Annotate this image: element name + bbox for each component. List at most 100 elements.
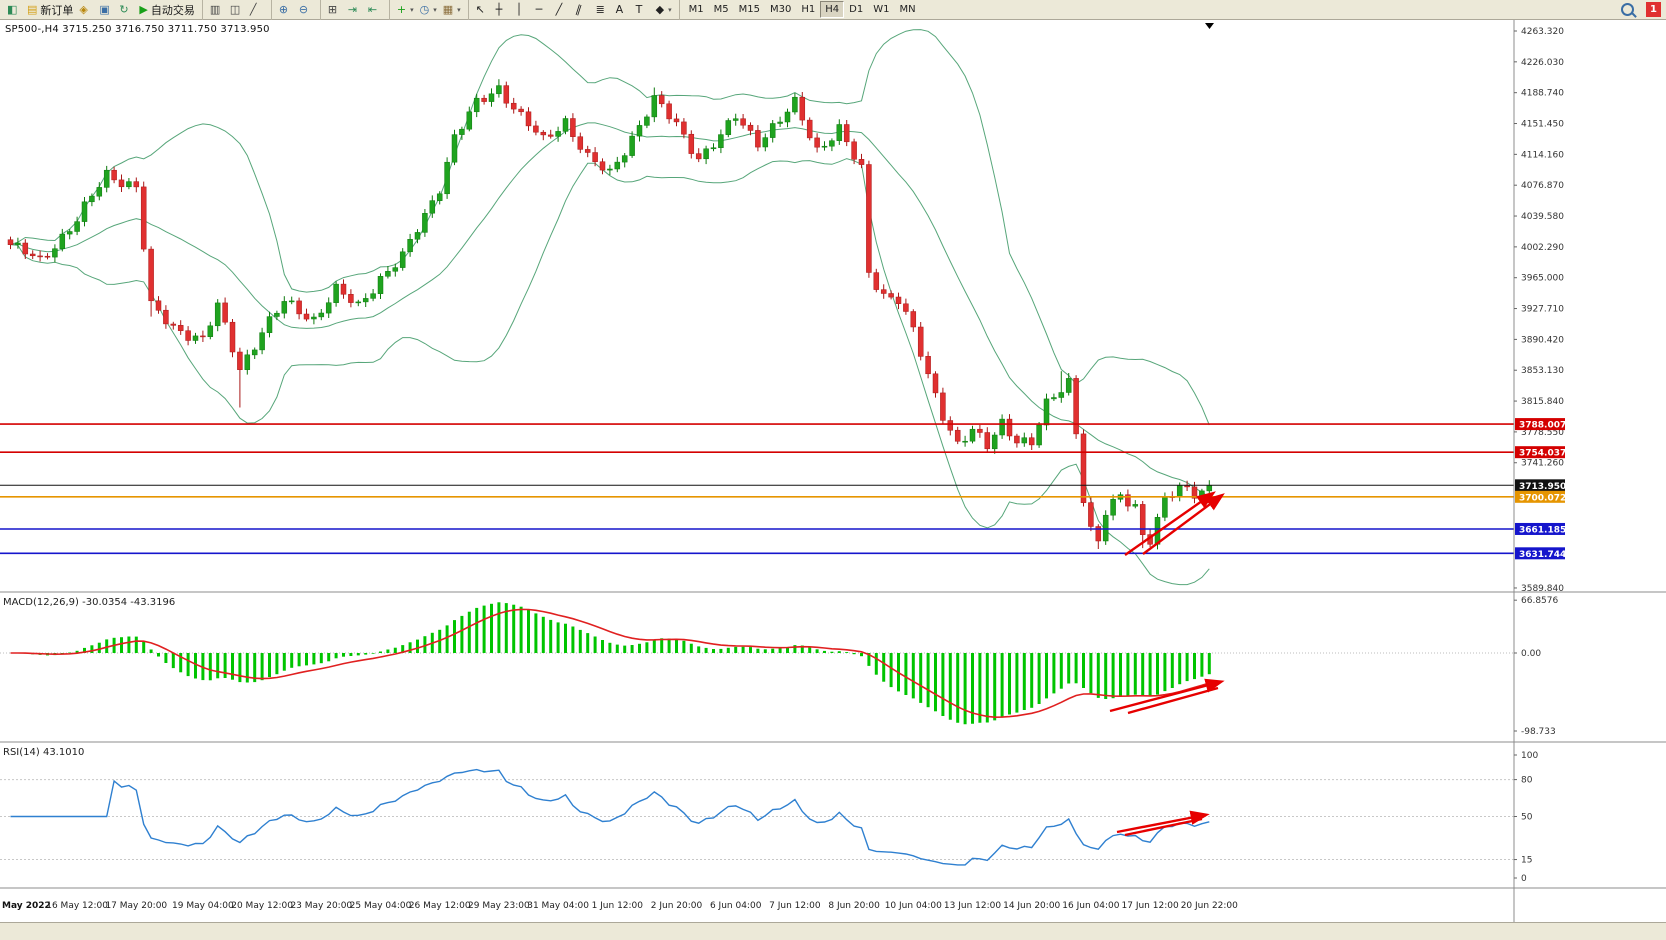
chart-shift-icon: ⇤: [367, 3, 378, 16]
timeframe-H4-button[interactable]: H4: [820, 1, 845, 18]
price-tick: 4114.160: [1521, 150, 1564, 160]
price-badge-3788.007: [1515, 418, 1565, 431]
search-icon: [1621, 3, 1634, 16]
label-button[interactable]: T: [633, 1, 653, 19]
price-badge-3713.950: [1515, 479, 1565, 492]
trend-arrow-rsi: [1116, 810, 1210, 834]
rsi-scale-tick: 100: [1521, 751, 1538, 761]
rsi-line: [10, 768, 1210, 866]
toolbar-group-objects: ↖ ┼ │ ─ ╱ ∥ ≣ A T ◆ ▾: [467, 0, 677, 20]
status-bar: [0, 922, 1666, 940]
svg-text:3700.072: 3700.072: [1519, 493, 1566, 503]
time-tick: 2 Jun 20:00: [651, 901, 703, 911]
new-order-icon: ▤: [27, 3, 38, 16]
rsi-scale-tick: 15: [1521, 856, 1532, 866]
bar-chart-button[interactable]: ▥: [207, 1, 227, 19]
line-chart-icon: ╱: [249, 3, 257, 16]
time-tick: 20 May 12:00: [231, 901, 293, 911]
trend-arrow-macd: [1109, 678, 1225, 713]
dropdown-arrow-icon: ▾: [410, 5, 414, 14]
tile-windows-button[interactable]: ⊞: [325, 1, 345, 19]
notification-badge[interactable]: 1: [1646, 2, 1661, 17]
macd-panel: [0, 602, 1514, 725]
toolbar-group-windows: ⊞ ⇥ ⇤: [319, 0, 387, 20]
toolbar-group-standard: ◧ ▤ 新订单 ◈ ▣ ↻ ▶ 自动交易: [2, 0, 200, 20]
label-icon: T: [635, 3, 643, 16]
new-order-button[interactable]: ▤ 新订单: [24, 1, 76, 19]
auto-scroll-button[interactable]: ⇥: [345, 1, 365, 19]
time-tick: 8 Jun 20:00: [828, 901, 880, 911]
time-tick: 29 May 23:00: [468, 901, 530, 911]
vertical-line-icon: │: [515, 3, 523, 16]
timeframe-M1-button[interactable]: M1: [684, 1, 709, 18]
time-tick: 19 May 04:00: [172, 901, 234, 911]
timeframe-MN-button[interactable]: MN: [894, 1, 920, 18]
price-tick: 4188.740: [1521, 89, 1564, 99]
trend-arrows[interactable]: [1109, 491, 1225, 837]
indicators-icon: +: [396, 3, 407, 16]
time-tick: 20 Jun 22:00: [1181, 901, 1238, 911]
vertical-line-button[interactable]: │: [513, 1, 533, 19]
periods-icon: ◷: [419, 3, 430, 16]
rsi-label: RSI(14) 43.1010: [3, 747, 84, 758]
templates-icon: ▦: [442, 3, 454, 16]
indicators-button[interactable]: + ▾: [394, 1, 417, 19]
price-axis[interactable]: 4263.320 4226.030 4188.740 4151.450 4114.160…: [1514, 27, 1566, 594]
price-tick: 3927.710: [1521, 305, 1564, 315]
symbol-ohlc-line: SP500-,H4 3715.250 3716.750 3711.750 371…: [5, 24, 270, 35]
timeframe-W1-button[interactable]: W1: [868, 1, 894, 18]
channel-icon: ∥: [573, 2, 584, 17]
timeframe-M5-button[interactable]: M5: [709, 1, 734, 18]
line-chart-button[interactable]: ╱: [247, 1, 267, 19]
svg-text:3661.185: 3661.185: [1519, 525, 1566, 535]
zoom-out-button[interactable]: ⊖: [296, 1, 316, 19]
text-button[interactable]: A: [613, 1, 633, 19]
shapes-button[interactable]: ◆ ▾: [653, 1, 675, 19]
rsi-scale-tick: 50: [1521, 813, 1533, 823]
macd-label: MACD(12,26,9) -30.0354 -43.3196: [3, 597, 175, 608]
price-badge-3754.037: [1515, 446, 1565, 459]
rsi-scale-tick: 80: [1521, 776, 1533, 786]
chart-background: [0, 20, 1666, 922]
channel-button[interactable]: ∥: [573, 1, 593, 19]
auto-trading-button[interactable]: ▶ 自动交易: [136, 1, 197, 19]
price-tick: 4151.450: [1521, 120, 1564, 130]
fibonacci-button[interactable]: ≣: [593, 1, 613, 19]
profiles-button[interactable]: ▣: [96, 1, 116, 19]
time-tick: 23 May 20:00: [290, 901, 352, 911]
price-tick: 4076.870: [1521, 181, 1564, 191]
expert-advisors-button[interactable]: ◈: [76, 1, 96, 19]
chart-canvas[interactable]: 4263.320 4226.030 4188.740 4151.450 4114.160…: [0, 20, 1666, 922]
refresh-button[interactable]: ↻: [116, 1, 136, 19]
time-tick: 16 Jun 04:00: [1062, 901, 1119, 911]
toolbar-group-insert: + ▾ ◷ ▾ ▦ ▾: [388, 0, 466, 20]
candlestick-chart-button[interactable]: ◫: [227, 1, 247, 19]
horizontal-line-button[interactable]: ─: [533, 1, 553, 19]
cursor-button[interactable]: ↖: [473, 1, 493, 19]
periods-button[interactable]: ◷ ▾: [417, 1, 440, 19]
horizontal-line-icon: ─: [535, 3, 543, 16]
crosshair-button[interactable]: ┼: [493, 1, 513, 19]
timeframe-H1-button[interactable]: H1: [796, 1, 820, 18]
new-chart-button[interactable]: ◧: [4, 1, 24, 19]
zoom-in-button[interactable]: ⊕: [276, 1, 296, 19]
macd-scale-tick: 0.00: [1521, 649, 1541, 659]
timeframe-M15-button[interactable]: M15: [734, 1, 765, 18]
macd-scale-tick: 66.8576: [1521, 596, 1558, 606]
chart-shift-button[interactable]: ⇤: [365, 1, 385, 19]
auto-trading-button-label: 自动交易: [150, 3, 195, 17]
trendline-button[interactable]: ╱: [553, 1, 573, 19]
timeframe-D1-button[interactable]: D1: [844, 1, 868, 18]
price-tick: 3965.000: [1521, 274, 1564, 284]
dropdown-arrow-icon: ▾: [457, 5, 461, 14]
search-button[interactable]: [1618, 1, 1638, 19]
time-tick: 10 Jun 04:00: [885, 901, 942, 911]
timeframe-M30-button[interactable]: M30: [765, 1, 796, 18]
trend-arrow-macd: [1127, 686, 1219, 715]
price-tick: 4039.580: [1521, 212, 1564, 222]
price-panel: [0, 29, 1514, 586]
text-icon: A: [615, 3, 624, 16]
dropdown-arrow-icon: ▾: [668, 5, 672, 14]
templates-button[interactable]: ▦ ▾: [440, 1, 464, 19]
